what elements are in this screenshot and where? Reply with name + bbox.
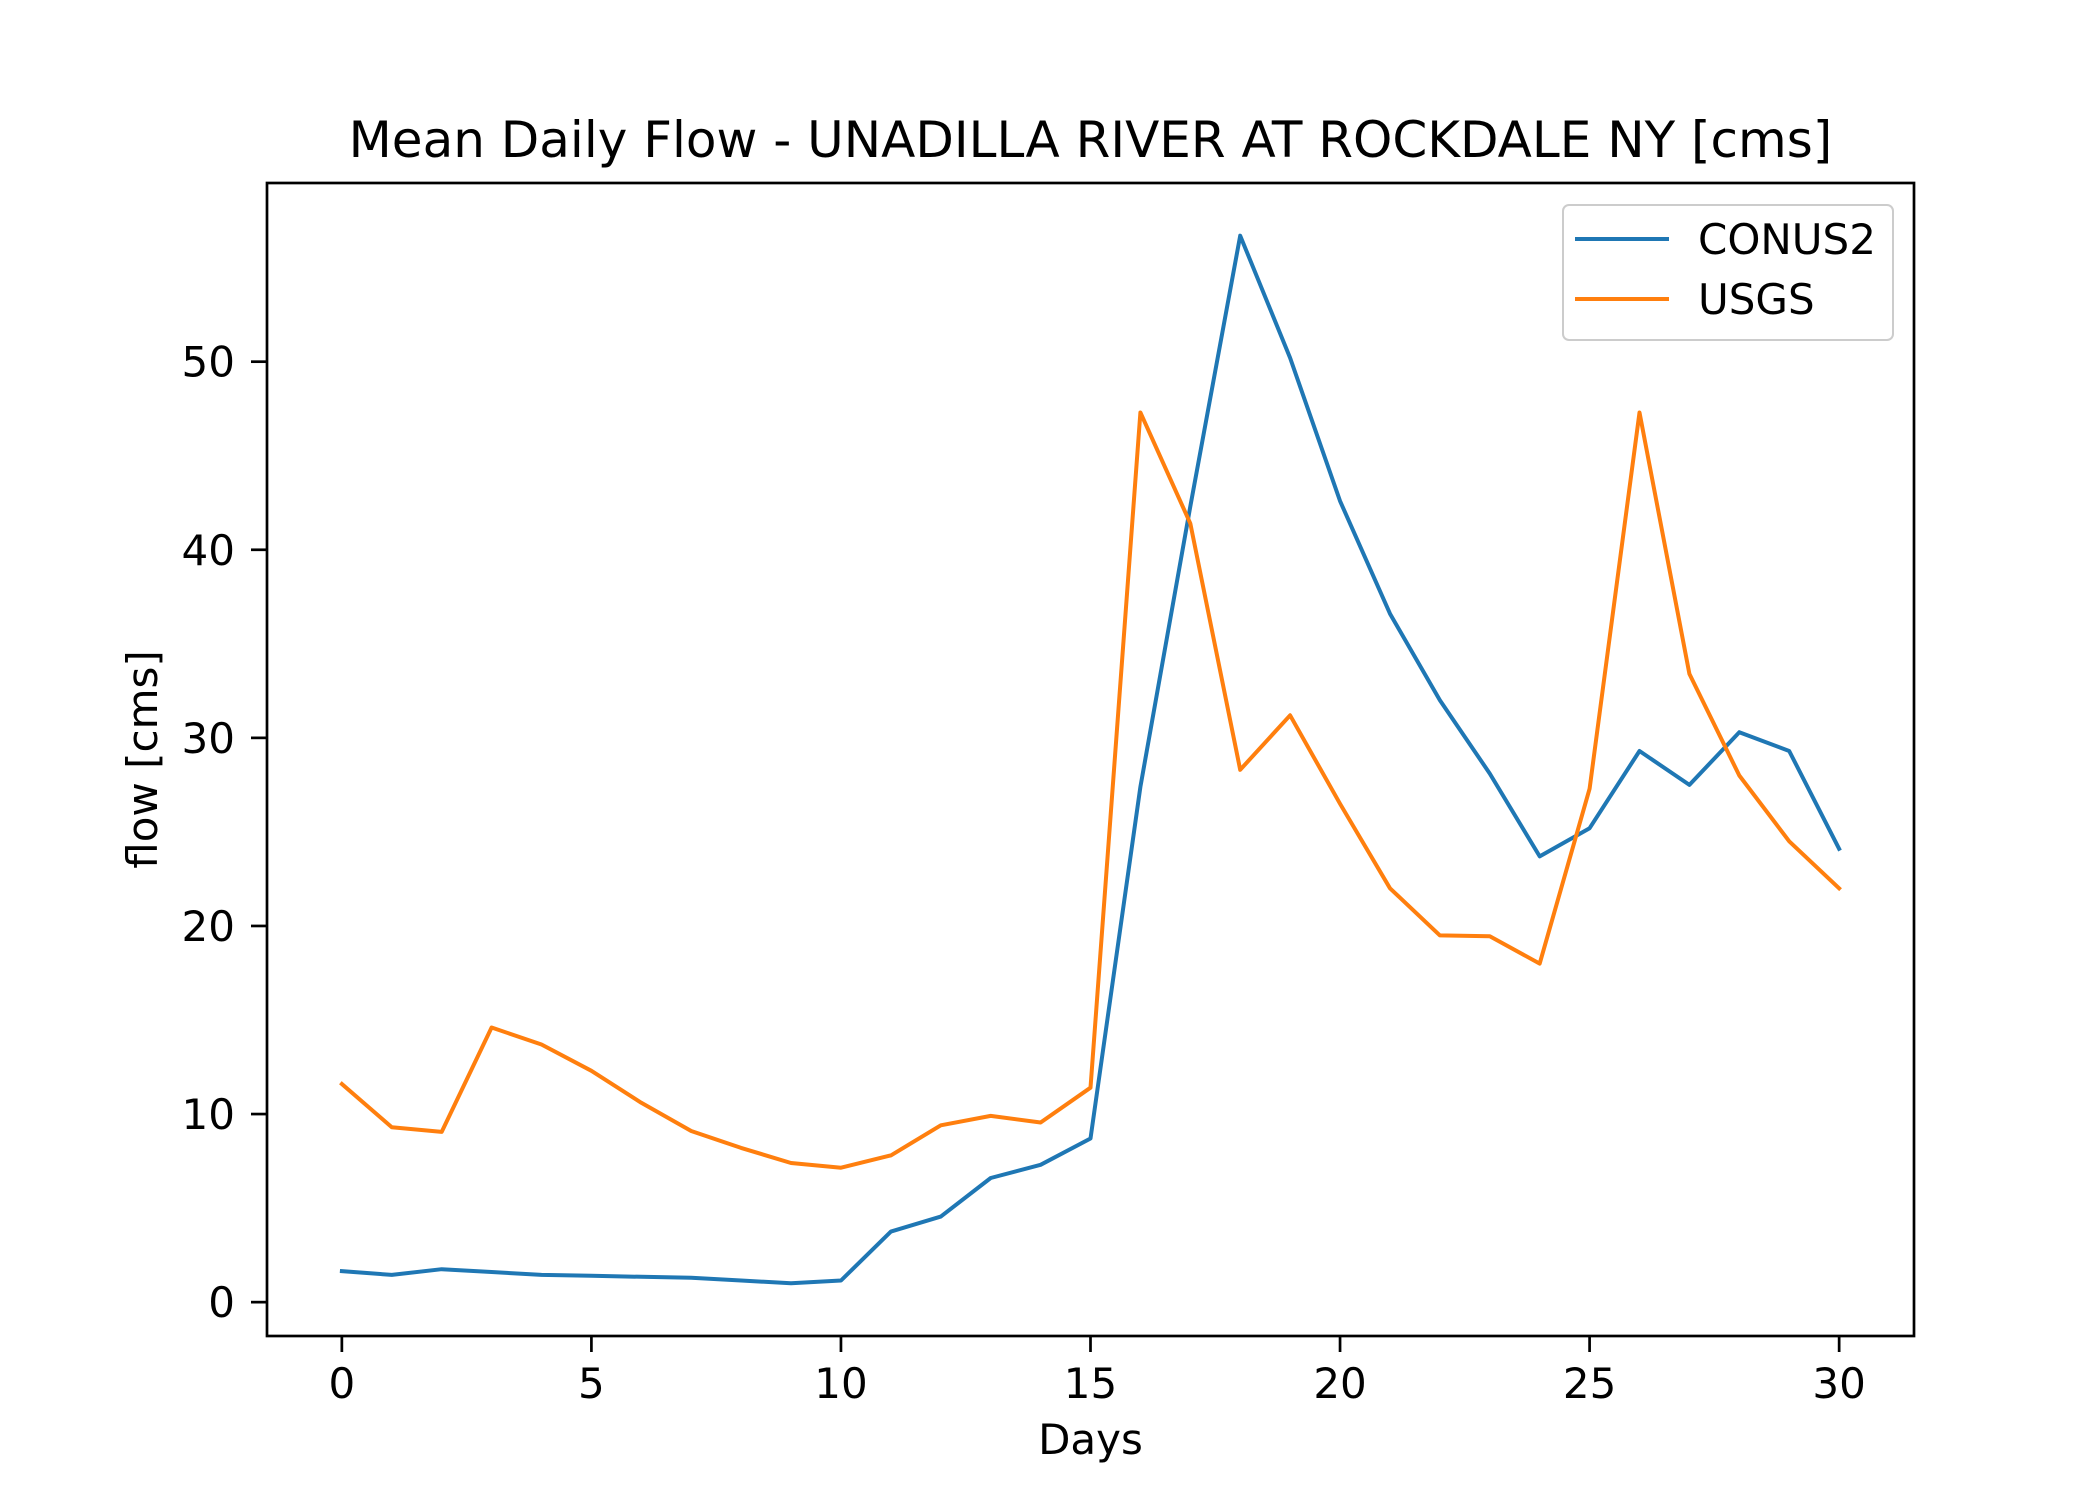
x-tick-label: 25	[1563, 1359, 1616, 1408]
series-layer	[339, 233, 1842, 1286]
x-tick-label: 5	[578, 1359, 605, 1408]
y-axis-ticks: 0 10 20 30 40 50	[182, 338, 267, 1327]
x-tick-label: 15	[1064, 1359, 1117, 1408]
y-tick-label: 20	[182, 902, 235, 951]
plot-area	[267, 183, 1914, 1336]
x-tick-label: 20	[1313, 1359, 1366, 1408]
series-line-conus2	[339, 233, 1842, 1286]
x-tick-label: 10	[814, 1359, 867, 1408]
legend-label-usgs: USGS	[1698, 275, 1815, 324]
x-tick-label: 0	[328, 1359, 355, 1408]
chart-title: Mean Daily Flow - UNADILLA RIVER AT ROCK…	[349, 111, 1833, 169]
x-axis-ticks: 0 5 10 15 20 25 30	[328, 1336, 1866, 1408]
y-axis-label: flow [cms]	[118, 650, 167, 869]
y-tick-label: 30	[182, 714, 235, 763]
legend-label-conus2: CONUS2	[1698, 215, 1876, 264]
y-tick-label: 50	[182, 338, 235, 387]
legend: CONUS2 USGS	[1562, 204, 1894, 341]
series-line-usgs	[339, 410, 1842, 1170]
x-tick-label: 30	[1812, 1359, 1865, 1408]
y-tick-label: 10	[182, 1090, 235, 1139]
y-tick-label: 40	[182, 526, 235, 575]
y-tick-label: 0	[208, 1278, 235, 1327]
x-axis-label: Days	[1038, 1415, 1143, 1464]
